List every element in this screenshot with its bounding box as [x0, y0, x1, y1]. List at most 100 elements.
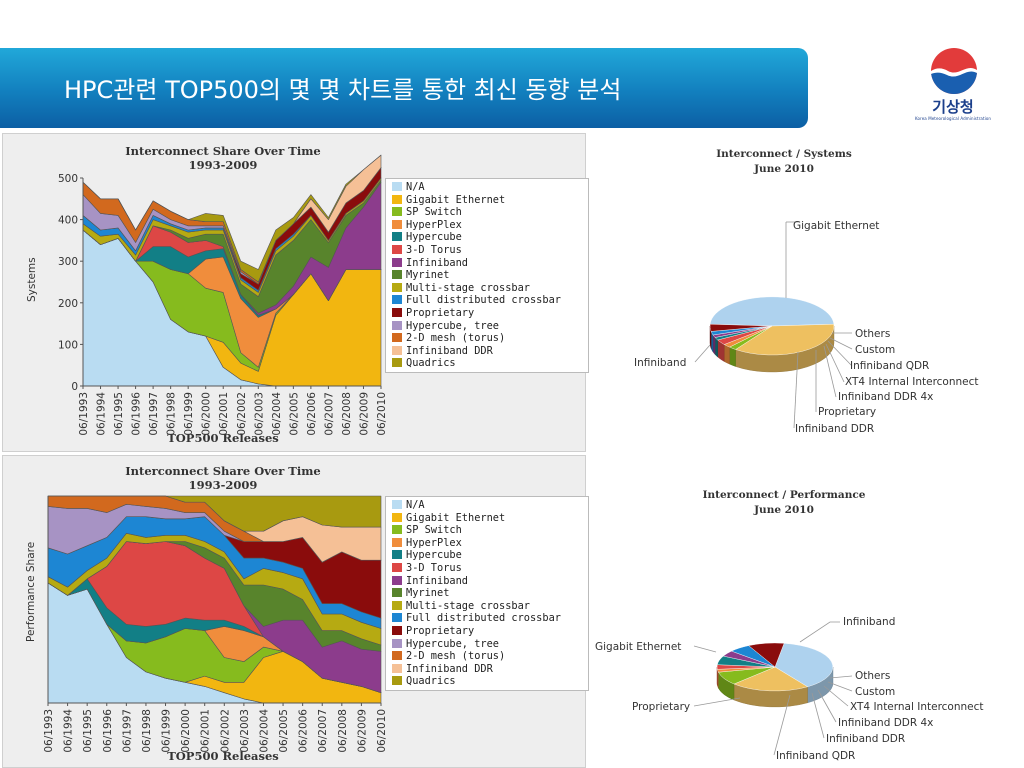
leader-line	[823, 345, 837, 398]
legend-item: Myrinet	[392, 269, 584, 282]
legend-label: Infiniband	[406, 574, 468, 587]
legend-label: Infiniband	[406, 256, 468, 269]
legend-swatch	[392, 307, 402, 317]
y-tick-label: 0	[71, 381, 78, 393]
legend-item: Gigabit Ethernet	[392, 512, 584, 525]
pie-slice-side	[712, 334, 716, 355]
x-tick-label: 06/2004	[258, 709, 270, 753]
kma-logo-name: 기상청	[932, 98, 974, 116]
legend-label: Proprietary	[406, 306, 475, 319]
x-tick-label: 06/2000	[201, 392, 213, 436]
legend-swatch	[392, 219, 402, 229]
x-tick-label: 06/2006	[306, 392, 318, 436]
y-tick-label: 300	[58, 256, 78, 268]
pie-label-gigabit: Gigabit Ethernet	[793, 220, 879, 232]
pie-label-qdr: Infiniband QDR	[850, 360, 929, 372]
pie-slice-side	[724, 344, 730, 365]
x-tick-label: 06/2006	[298, 709, 310, 753]
legend-swatch	[392, 282, 402, 292]
y-tick-label: 400	[58, 215, 78, 227]
legend-label: Multi-stage crossbar	[406, 281, 530, 294]
kma-logo-mark	[931, 48, 977, 94]
legend-swatch	[392, 257, 402, 267]
pie-subtitle: June 2010	[754, 504, 814, 516]
y-axis-title: Systems	[26, 257, 38, 302]
x-tick-label: 06/2007	[317, 709, 329, 753]
legend-label: Proprietary	[406, 624, 475, 637]
legend-label: 3-D Torus	[406, 561, 462, 574]
legend-item: Infiniband	[392, 575, 584, 588]
legend-item: SP Switch	[392, 524, 584, 537]
chart-title: Interconnect Share Over Time	[125, 144, 321, 158]
pie-label-proprietary: Proprietary	[818, 406, 876, 418]
kma-logo-subtitle: Korea Meteorological Administration	[914, 116, 991, 121]
y-tick-label: 500	[58, 173, 78, 185]
pie-label-others: Others	[855, 670, 890, 682]
systems-share-chart-panel: 0 100 200 300 400 500 06/1993 06/1994 06/1995 06/…	[2, 133, 589, 452]
y-tick-label: 200	[58, 298, 78, 310]
legend-item: Full distributed crossbar	[392, 612, 584, 625]
legend-item: Infiniband DDR	[392, 663, 584, 676]
pie-systems-chart: Gigabit Ethernet Infiniband Others Custo…	[634, 220, 979, 435]
x-tick-label: 06/2007	[323, 392, 335, 436]
x-axis-title: TOP500 Releases	[167, 431, 279, 445]
x-tick-label: 06/2009	[358, 392, 370, 436]
chart-legend: N/A Gigabit Ethernet SP Switch HyperPlex Hyp…	[385, 496, 589, 691]
legend-label: Quadrics	[406, 357, 456, 370]
x-tick-label: 06/2002	[219, 709, 231, 753]
x-tick-label: 06/2010	[376, 709, 388, 753]
legend-swatch	[392, 562, 402, 572]
y-tick-label: 100	[58, 339, 78, 351]
area-series-quadrics	[82, 154, 382, 283]
pie-performance-title-block: Interconnect / Performance June 2010	[640, 488, 928, 518]
pie-slice	[709, 323, 773, 332]
legend-label: Full distributed crossbar	[406, 612, 561, 625]
x-tick-label: 06/2005	[288, 392, 300, 436]
legend-item: Myrinet	[392, 587, 584, 600]
pie-label-custom: Custom	[855, 344, 895, 356]
x-tick-label: 06/1997	[121, 709, 133, 753]
pie-slice	[735, 323, 835, 356]
x-axis-title: TOP500 Releases	[167, 749, 279, 763]
legend-label: Myrinet	[406, 587, 450, 600]
legend-swatch	[392, 333, 402, 343]
systems-share-chart: 0 100 200 300 400 500 06/1993 06/1994 06/1995 06/…	[58, 154, 388, 436]
x-tick-label: 06/2002	[236, 392, 248, 436]
legend-label: Hypercube	[406, 549, 462, 562]
area-series-quadrics	[47, 495, 382, 532]
pie-systems-title-block: Interconnect / Systems June 2010	[640, 147, 928, 177]
legend-item: Quadrics	[392, 675, 584, 688]
leader-line	[693, 697, 741, 707]
x-tick-label: 06/2010	[376, 392, 388, 436]
legend-label: 2-D mesh (torus)	[406, 650, 506, 663]
leader-line	[827, 340, 853, 367]
x-tick-label: 06/2003	[253, 392, 265, 436]
leader-line	[693, 645, 717, 653]
legend-swatch	[392, 625, 402, 635]
pie-label-xt4: XT4 Internal Interconnect	[850, 701, 984, 713]
legend-swatch	[392, 345, 402, 355]
legend-item: Hypercube, tree	[392, 638, 584, 651]
legend-swatch	[392, 613, 402, 623]
legend-swatch	[392, 320, 402, 330]
legend-item: SP Switch	[392, 206, 584, 219]
legend-item: Multi-stage crossbar	[392, 600, 584, 613]
x-tick-label: 06/2000	[180, 709, 192, 753]
x-tick-label: 06/2001	[200, 709, 212, 753]
legend-item: HyperPlex	[392, 219, 584, 232]
slide-title: HPC관련 TOP500의 몇 몇 차트를 통한 최신 동향 분석	[64, 76, 622, 104]
pie-slice-side	[729, 346, 736, 367]
pie-title: Interconnect / Systems	[716, 148, 852, 160]
pie-label-ddr: Infiniband DDR	[826, 733, 905, 745]
legend-swatch	[392, 651, 402, 661]
leader-line	[829, 337, 853, 350]
pie-slice	[748, 642, 785, 668]
leader-line	[817, 689, 837, 723]
legend-item: Hypercube, tree	[392, 320, 584, 333]
legend-label: Multi-stage crossbar	[406, 599, 530, 612]
leader-line	[773, 694, 791, 756]
legend-label: N/A	[406, 181, 425, 193]
pie-label-ddr4x: Infiniband DDR 4x	[838, 391, 933, 403]
legend-label: SP Switch	[406, 206, 462, 219]
leader-line	[829, 675, 853, 679]
